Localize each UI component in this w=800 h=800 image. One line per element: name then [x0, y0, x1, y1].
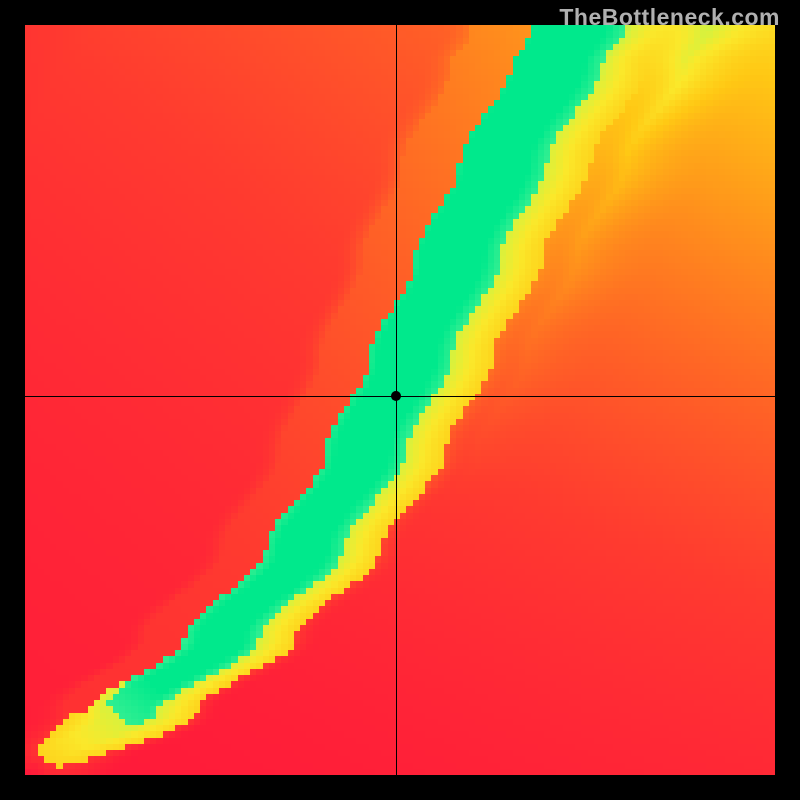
chart-frame: { "watermark": "TheBottleneck.com", "plo… [0, 0, 800, 800]
crosshair-dot [390, 390, 402, 402]
watermark-text: TheBottleneck.com [559, 4, 780, 31]
